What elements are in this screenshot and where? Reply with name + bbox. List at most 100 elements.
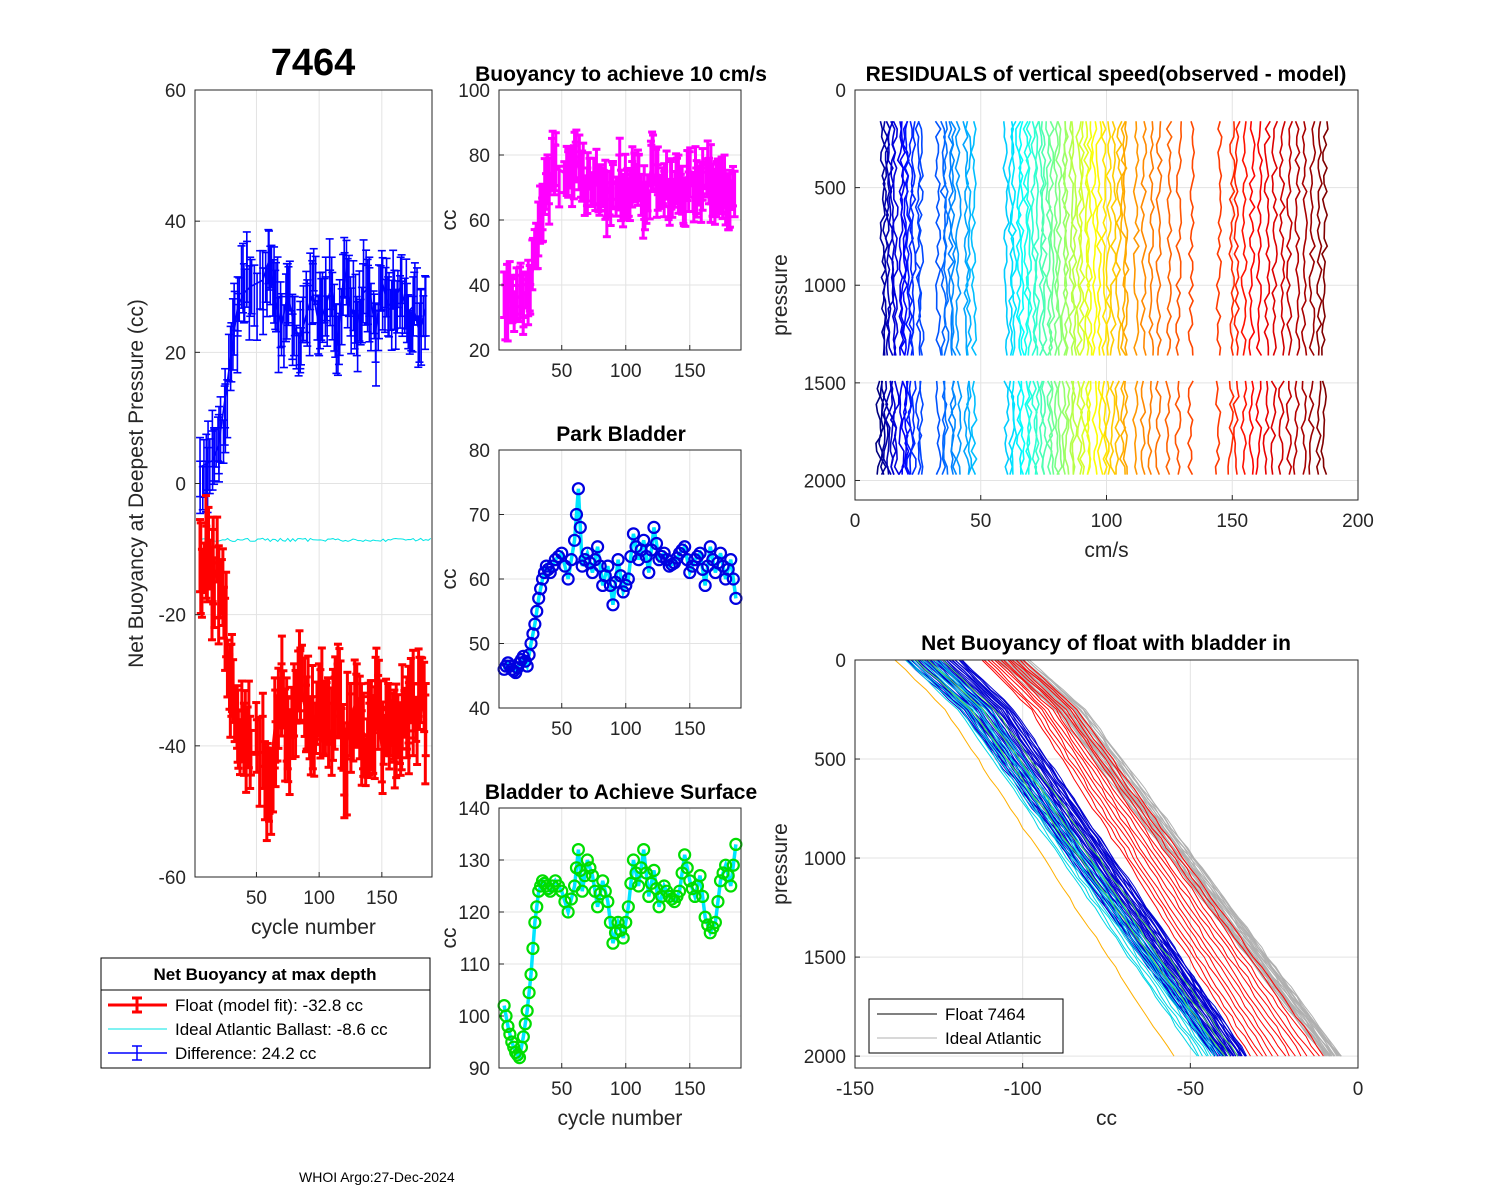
data-point (524, 967, 538, 982)
data-point (535, 572, 550, 586)
residual-profile-line (1003, 380, 1010, 475)
park_bladder-data-layer (497, 482, 743, 680)
residual-profile-line (1139, 380, 1147, 475)
residual-profile-line (906, 121, 915, 356)
data-point (564, 553, 578, 567)
profile-line-ideal-atlantic (1011, 659, 1333, 1057)
profile-line-blue-cycles (937, 659, 1235, 1057)
data-point (726, 572, 740, 586)
data-point (585, 565, 600, 580)
error-bar (308, 262, 317, 324)
x-tick-label: 150 (1216, 511, 1248, 532)
y-tick-label: 100 (458, 81, 490, 102)
data-point (585, 868, 600, 883)
x-tick-label: 100 (610, 719, 642, 740)
residual-profile-line (947, 121, 955, 356)
residual-profile-line (909, 121, 917, 356)
residual-profile-line (1139, 121, 1148, 356)
profile-line-cyan-cycles (912, 659, 1203, 1057)
residual-profile-line (1215, 121, 1223, 356)
series-line (502, 488, 738, 676)
bladder_surface-plot-area (499, 808, 741, 1068)
residual-profile-line (1292, 380, 1300, 475)
data-point (626, 527, 641, 541)
error-bar (227, 642, 236, 718)
data-point (603, 915, 617, 930)
residual-profile-line (947, 380, 955, 475)
error-bar (608, 160, 617, 209)
data-point (672, 884, 687, 898)
residual-profile-line (1071, 380, 1078, 475)
y-tick-label: 1500 (804, 948, 846, 969)
data-point (567, 533, 582, 547)
error-bar (417, 287, 426, 366)
residual-profile-line (1100, 120, 1108, 356)
residual-profile-line (904, 121, 912, 356)
data-point (678, 540, 692, 554)
x-tick-label: 150 (674, 1079, 706, 1100)
x-tick-label: 150 (366, 888, 398, 909)
data-point (675, 543, 689, 557)
x-tick-label: 0 (1353, 1079, 1364, 1100)
data-point (708, 915, 722, 930)
error-bar (519, 270, 528, 319)
data-point (698, 578, 712, 593)
error-bar (621, 173, 630, 222)
data-point (551, 549, 566, 564)
error-bar (596, 163, 605, 212)
error-bar (384, 682, 393, 758)
data-point (611, 915, 625, 930)
buoyancy_10cms-title: Buoyancy to achieve 10 cm/s (475, 63, 767, 86)
residual-profile-line (885, 380, 892, 475)
profile-line-orange-cycle (894, 659, 1175, 1057)
residual-profile-line (1321, 121, 1329, 356)
residual-profile-line (1175, 121, 1183, 356)
y-tick-label: 2000 (804, 471, 846, 492)
profile-line-cyan-cycles (915, 659, 1208, 1057)
residual-profile-line (1086, 380, 1092, 475)
residual-profile-line (1007, 121, 1015, 356)
error-bar (570, 130, 579, 180)
residual-profile-line (1307, 380, 1315, 475)
residual-profile-line (1017, 121, 1026, 356)
data-point (621, 900, 635, 914)
profile-line-blue-cycles (958, 659, 1247, 1057)
data-point (724, 879, 738, 893)
error-bar (238, 242, 247, 314)
residual-profile-line (1048, 380, 1056, 475)
residual-profile-line (914, 120, 922, 356)
residual-profile-line (1032, 120, 1041, 356)
data-point (647, 863, 661, 878)
data-point (601, 559, 615, 573)
data-point (693, 546, 707, 560)
error-bar (221, 367, 230, 429)
error-bar (377, 249, 386, 311)
data-point (555, 546, 569, 560)
error-bar (246, 256, 255, 318)
x-tick-label: 50 (551, 1079, 572, 1100)
error-bar (402, 282, 411, 344)
residuals-xlabel: cm/s (1084, 539, 1128, 562)
data-point (693, 868, 707, 883)
error-bar (717, 166, 726, 215)
error-bar (564, 150, 573, 199)
residuals-title: RESIDUALS of vertical speed(observed - m… (866, 63, 1347, 86)
series-line (502, 844, 738, 1062)
error-bar (258, 714, 267, 790)
residual-profile-line (1294, 120, 1301, 356)
legend-title: Net Buoyancy at max depth (154, 965, 377, 984)
error-bar (290, 295, 299, 357)
error-bar (672, 156, 681, 206)
profile-legend-box (868, 998, 1064, 1054)
y-tick-label: 140 (458, 799, 490, 820)
profile-line-cyan-cycles (923, 659, 1212, 1057)
residual-profile-line (1232, 380, 1240, 475)
profile-line-red-cycles (1019, 659, 1320, 1057)
profile-line-red-cycles (983, 659, 1258, 1057)
y-tick-label: 40 (165, 212, 186, 233)
y-tick-label: 60 (469, 211, 490, 232)
bladder_surface-data-layer (497, 837, 743, 1065)
error-bar (396, 256, 405, 318)
error-bar (208, 527, 217, 604)
residual-profile-line (942, 121, 950, 356)
